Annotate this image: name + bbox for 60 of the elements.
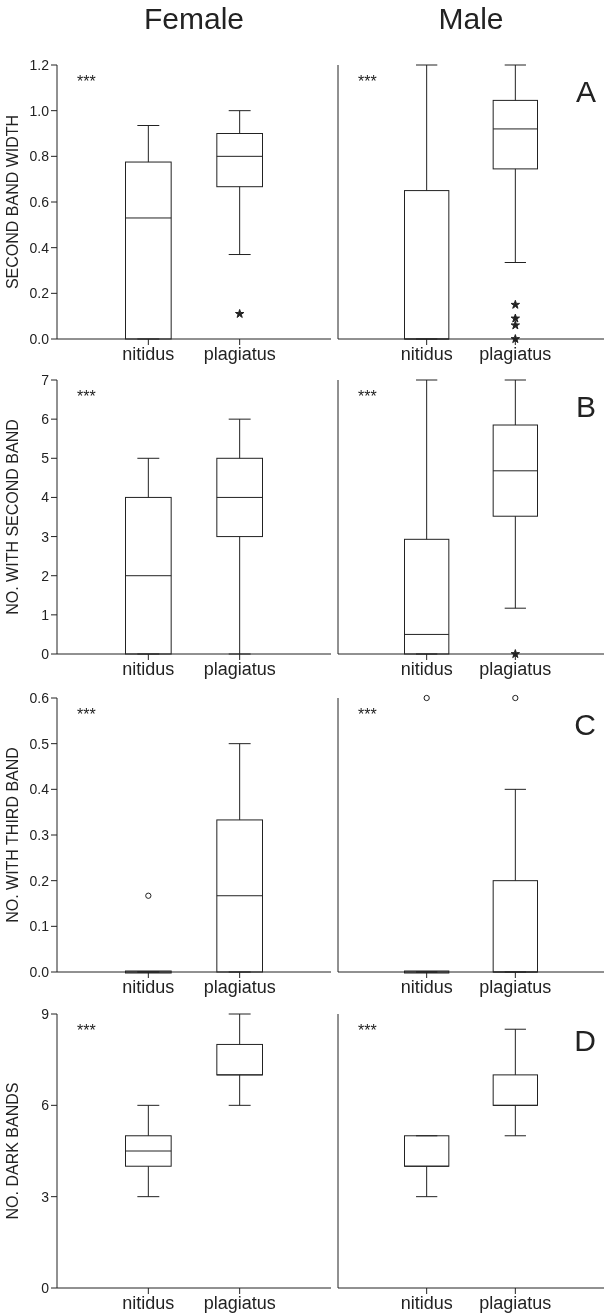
x-tick-label: nitidus — [400, 658, 453, 679]
y-tick-label: 1.2 — [29, 56, 50, 73]
annotation: D — [574, 1024, 596, 1058]
y-tick-label: 0.2 — [29, 872, 50, 889]
x-tick-label: nitidus — [122, 343, 175, 364]
x-tick-label: nitidus — [122, 1292, 175, 1313]
annotation: *** — [77, 706, 96, 724]
chart-title: Female — [142, 2, 245, 36]
x-tick-label: plagiatus — [203, 343, 276, 364]
y-tick-label: 6 — [41, 1097, 50, 1114]
y-tick-label: 0.3 — [29, 826, 50, 843]
x-tick-label: nitidus — [400, 1292, 453, 1313]
annotation: C — [574, 708, 596, 742]
annotation: *** — [358, 388, 377, 406]
x-tick-label: plagiatus — [203, 1292, 276, 1313]
annotation: *** — [77, 1022, 96, 1040]
y-axis-title: NO. DARK BANDS — [3, 1082, 21, 1220]
x-tick-label: nitidus — [122, 658, 175, 679]
annotation: A — [575, 75, 596, 109]
x-tick-label: plagiatus — [203, 976, 276, 997]
x-tick-label: plagiatus — [203, 658, 276, 679]
annotation: *** — [358, 706, 377, 724]
y-tick-label: 0.4 — [29, 781, 50, 798]
y-tick-label: 0.0 — [29, 963, 50, 980]
y-tick-label: 0.4 — [29, 239, 50, 256]
y-axis-title: NO. WITH THIRD BAND — [3, 747, 21, 923]
y-tick-label: 3 — [41, 1188, 50, 1205]
y-tick-label: 0.1 — [29, 918, 50, 935]
y-tick-label: 0.6 — [29, 193, 50, 210]
annotation: *** — [358, 1022, 377, 1040]
y-axis-title: SECOND BAND WIDTH — [3, 114, 21, 290]
x-tick-label: plagiatus — [479, 976, 552, 997]
y-tick-label: 2 — [41, 567, 50, 584]
x-tick-label: plagiatus — [479, 343, 552, 364]
y-tick-label: 0.2 — [29, 285, 50, 302]
annotation: *** — [358, 73, 377, 91]
y-tick-label: 0.6 — [29, 689, 50, 706]
annotation: *** — [77, 73, 96, 91]
y-tick-label: 9 — [41, 1005, 50, 1022]
y-tick-label: 1.0 — [29, 102, 50, 119]
x-tick-label: nitidus — [400, 976, 453, 997]
y-tick-label: 0.5 — [29, 735, 50, 752]
x-tick-label: plagiatus — [479, 1292, 552, 1313]
y-tick-label: 6 — [41, 411, 50, 428]
y-axis-title: NO. WITH SECOND BAND — [3, 419, 21, 615]
y-tick-label: 0 — [41, 645, 50, 662]
x-tick-label: nitidus — [400, 343, 453, 364]
y-tick-label: 4 — [41, 489, 50, 506]
y-tick-label: 0.8 — [29, 148, 50, 165]
y-tick-label: 1 — [41, 606, 50, 623]
y-tick-label: 0 — [41, 1279, 50, 1296]
y-tick-label: 0.0 — [29, 330, 50, 347]
annotation: B — [575, 390, 596, 424]
chart-title: Male — [437, 2, 505, 36]
annotation: *** — [77, 388, 96, 406]
y-tick-label: 5 — [41, 450, 50, 467]
x-tick-label: plagiatus — [479, 658, 552, 679]
x-tick-label: nitidus — [122, 976, 175, 997]
y-tick-label: 7 — [41, 371, 50, 388]
y-tick-label: 3 — [41, 528, 50, 545]
